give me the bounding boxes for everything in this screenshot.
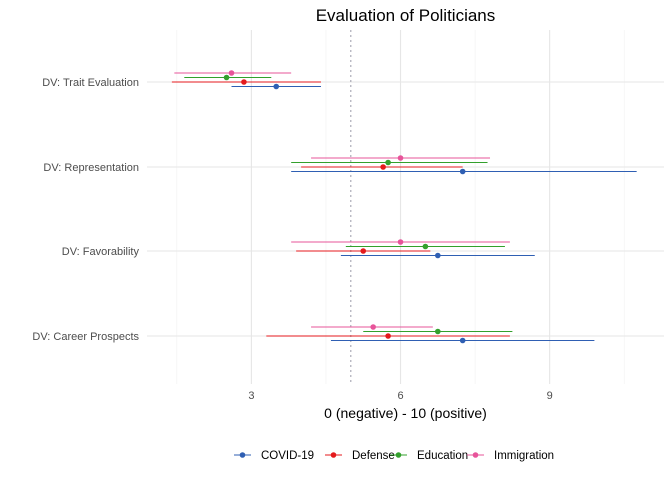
point-estimate bbox=[385, 333, 391, 339]
point-estimate bbox=[397, 239, 404, 245]
y-tick-label: DV: Trait Evaluation bbox=[42, 77, 139, 89]
legend-label: Immigration bbox=[494, 450, 554, 462]
point-estimate bbox=[360, 248, 367, 254]
point-estimate bbox=[380, 164, 386, 170]
y-axis-labels: DV: Trait Evaluation DV: Representation DV… bbox=[32, 77, 139, 343]
legend: COVID-19 Defense Education Immigration bbox=[234, 450, 554, 462]
error-bars bbox=[171, 72, 637, 341]
point-estimate bbox=[223, 74, 230, 81]
grid bbox=[147, 30, 664, 384]
point-estimate bbox=[435, 328, 441, 335]
point-estimate bbox=[459, 337, 466, 344]
legend-label: Education bbox=[417, 450, 468, 462]
y-tick-label: DV: Career Prospects bbox=[32, 331, 139, 343]
point-estimate bbox=[241, 79, 247, 85]
x-axis-label: 0 (negative) - 10 (positive) bbox=[324, 405, 487, 421]
y-tick-label: DV: Representation bbox=[43, 162, 139, 174]
point-estimate bbox=[228, 70, 235, 76]
legend-key-point bbox=[395, 452, 402, 458]
point-estimate bbox=[397, 155, 404, 161]
point-estimate bbox=[385, 159, 391, 166]
point-estimate bbox=[459, 168, 466, 175]
legend-key-point bbox=[239, 452, 246, 458]
x-tick-label: 3 bbox=[248, 390, 254, 402]
legend-key-point bbox=[330, 452, 337, 458]
chart-title: Evaluation of Politicians bbox=[316, 6, 496, 25]
point-estimate bbox=[370, 324, 376, 330]
x-axis-tick-labels: 3 6 9 bbox=[248, 390, 552, 402]
point-estimate bbox=[422, 243, 429, 250]
point-estimates bbox=[223, 70, 466, 344]
x-tick-label: 9 bbox=[547, 390, 553, 402]
legend-key-point bbox=[472, 452, 479, 458]
legend-label: Defense bbox=[352, 450, 395, 462]
y-tick-label: DV: Favorability bbox=[62, 246, 140, 258]
x-tick-label: 6 bbox=[397, 390, 403, 402]
point-estimate bbox=[435, 252, 441, 259]
legend-label: COVID-19 bbox=[261, 450, 314, 462]
point-estimate bbox=[273, 83, 280, 90]
